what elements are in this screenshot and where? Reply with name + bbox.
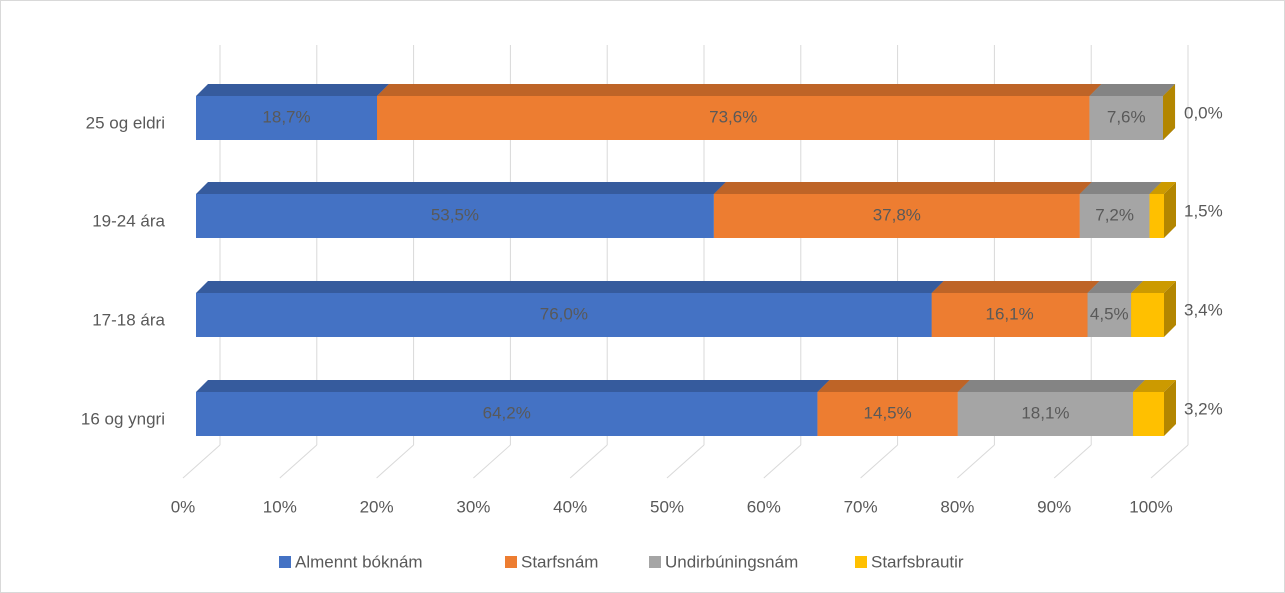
- grid-floor-line: [860, 444, 898, 479]
- bar: [196, 96, 378, 140]
- x-tick-label: 40%: [553, 497, 587, 516]
- bar: [817, 392, 958, 436]
- legend-label: Almennt bóknám: [295, 552, 423, 571]
- bar-side: [1164, 281, 1176, 337]
- x-tick-label: 50%: [650, 497, 684, 516]
- bar: [1089, 96, 1164, 140]
- x-tick-label: 20%: [360, 497, 394, 516]
- legend-label: Starfsnám: [521, 552, 598, 571]
- x-tick-label: 30%: [456, 497, 490, 516]
- bar-top: [196, 281, 944, 293]
- data-label: 76,0%: [540, 304, 588, 323]
- bar-top: [817, 380, 970, 392]
- bar-side: [1164, 182, 1176, 238]
- bar-top: [1133, 380, 1176, 392]
- bar-side: [1163, 84, 1176, 140]
- data-label: 64,2%: [483, 403, 531, 422]
- x-tick-label: 70%: [844, 497, 878, 516]
- y-tick-label: 25 og eldri: [86, 113, 165, 132]
- x-tick-label: 80%: [940, 497, 974, 516]
- grid-floor-line: [666, 444, 705, 479]
- bar-side: [1164, 380, 1176, 436]
- bar-top: [1079, 182, 1162, 194]
- x-tick-label: 100%: [1129, 497, 1172, 516]
- bar: [713, 194, 1080, 238]
- bar: [1087, 293, 1132, 337]
- y-tick-label: 16 og yngri: [81, 409, 165, 428]
- bar: [377, 96, 1090, 140]
- x-tick-label: 60%: [747, 497, 781, 516]
- bar-top: [1089, 84, 1176, 96]
- grid-floor-line: [957, 444, 995, 479]
- bar: [1149, 194, 1164, 238]
- data-label: 73,6%: [709, 107, 757, 126]
- y-tick-label: 19-24 ára: [92, 211, 165, 230]
- bar-top: [713, 182, 1092, 194]
- data-label: 1,5%: [1184, 201, 1223, 220]
- grid-floor-line: [182, 444, 221, 479]
- y-tick-label: 17-18 ára: [92, 310, 165, 329]
- bar-top: [1149, 182, 1176, 194]
- grid-floor-line: [279, 444, 318, 479]
- data-label: 7,6%: [1107, 107, 1146, 126]
- bar: [1131, 293, 1164, 337]
- grid-floor-line: [1053, 444, 1092, 479]
- data-label: 0,0%: [1184, 103, 1223, 122]
- legend-swatch: [649, 556, 661, 568]
- bar: [1079, 194, 1150, 238]
- data-label: 14,5%: [864, 403, 912, 422]
- data-label: 3,4%: [1184, 300, 1223, 319]
- legend-swatch: [505, 556, 517, 568]
- bar: [196, 293, 932, 337]
- data-label: 16,1%: [986, 304, 1034, 323]
- data-label: 4,5%: [1090, 304, 1129, 323]
- bar: [931, 293, 1088, 337]
- x-tick-label: 10%: [263, 497, 297, 516]
- legend-label: Starfsbrautir: [871, 552, 964, 571]
- data-label: 53,5%: [431, 205, 479, 224]
- bar: [196, 194, 714, 238]
- data-label: 18,7%: [262, 107, 310, 126]
- bar-top: [931, 281, 1100, 293]
- bar-top: [196, 182, 726, 194]
- x-tick-label: 0%: [171, 497, 196, 516]
- bar-top: [196, 84, 390, 96]
- x-tick-label: 90%: [1037, 497, 1071, 516]
- legend-swatch: [279, 556, 291, 568]
- data-label: 3,2%: [1184, 399, 1223, 418]
- grid-floor-line: [763, 444, 802, 479]
- bar: [1133, 392, 1164, 436]
- bar-top: [196, 380, 830, 392]
- bar-top: [377, 84, 1102, 96]
- bar: [957, 392, 1134, 436]
- data-label: 7,2%: [1095, 205, 1134, 224]
- legend-label: Undirbúningsnám: [665, 552, 798, 571]
- grid-floor-line: [1150, 444, 1189, 479]
- grid-floor-line: [376, 444, 414, 479]
- data-label: 37,8%: [873, 205, 921, 224]
- data-label: 18,1%: [1021, 403, 1069, 422]
- bar-top: [1087, 281, 1144, 293]
- grid-floor-line: [569, 444, 608, 479]
- grid-floor-line: [473, 444, 511, 479]
- bar: [196, 392, 818, 436]
- legend-swatch: [855, 556, 867, 568]
- bar-top: [957, 380, 1146, 392]
- bar-top: [1131, 281, 1176, 293]
